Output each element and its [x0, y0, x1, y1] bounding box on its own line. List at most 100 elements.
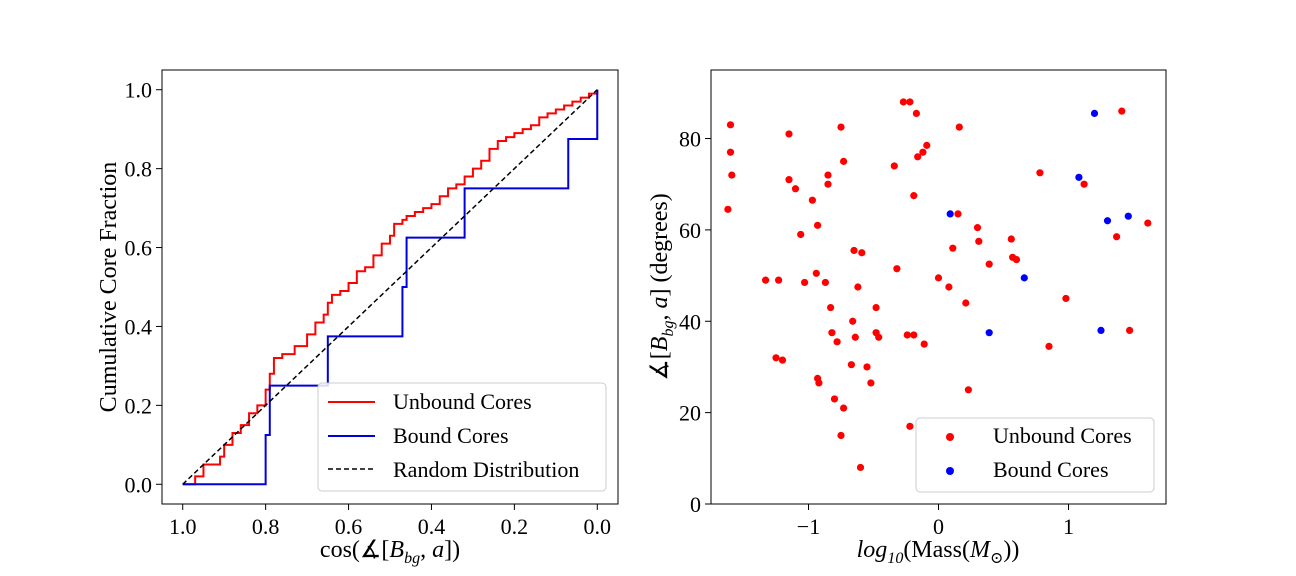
point-unbound-cores: [801, 278, 809, 287]
point-unbound-cores: [973, 224, 982, 232]
point-unbound-cores: [1144, 219, 1152, 227]
point-unbound-cores: [856, 463, 865, 472]
point-unbound-cores: [945, 283, 953, 291]
point-unbound-cores: [772, 354, 780, 362]
left-y-ticks: 0.0 0.2 0.4 0.6 0.8 1.0: [125, 78, 162, 497]
right-y-axis-label: ∡[Bbg, a] (degrees): [647, 193, 677, 380]
left-y-axis-label: Cumulative Core Fraction: [96, 162, 122, 413]
point-unbound-cores: [837, 123, 845, 131]
right-x-tick-label: −1: [797, 514, 820, 539]
point-unbound-cores: [1062, 294, 1070, 303]
right-y-tick-label: 80: [679, 127, 701, 152]
left-x-axis-label: cos(∡[Bbg, a]): [320, 537, 460, 567]
left-legend: Unbound Cores Bound Cores Random Distrib…: [317, 382, 607, 492]
legend-bound-label: Bound Cores: [393, 423, 509, 448]
point-unbound-cores: [912, 109, 921, 117]
point-unbound-cores: [815, 379, 823, 387]
left-y-tick-label: 1.0: [125, 78, 153, 103]
point-unbound-cores: [903, 331, 911, 339]
point-unbound-cores: [821, 278, 830, 287]
point-unbound-cores: [837, 431, 845, 440]
point-unbound-cores: [975, 237, 983, 245]
point-unbound-cores: [724, 205, 732, 213]
point-unbound-cores: [920, 340, 928, 348]
right-x-tick-label: 0: [933, 514, 944, 539]
legend-bound-marker: [946, 467, 954, 475]
point-unbound-cores: [1012, 255, 1021, 264]
point-unbound-cores: [949, 244, 957, 252]
point-bound-cores: [1103, 217, 1112, 225]
right-x-tick-label: 1: [1063, 514, 1074, 539]
right-y-ticks: 0 20 40 60 80: [679, 127, 711, 517]
point-bound-cores: [985, 329, 993, 337]
legend-unbound-label-right: Unbound Cores: [993, 423, 1132, 448]
point-unbound-cores: [910, 331, 918, 339]
point-unbound-cores: [1045, 342, 1053, 350]
point-unbound-cores: [1080, 180, 1088, 188]
left-axes-frame: [161, 69, 619, 505]
left-x-tick-label: 0.2: [501, 514, 529, 539]
left-y-tick-label: 0.0: [125, 472, 153, 497]
point-unbound-cores: [906, 422, 914, 430]
point-unbound-cores: [824, 180, 832, 188]
point-unbound-cores: [985, 260, 993, 268]
point-unbound-cores: [1113, 233, 1121, 241]
series-line-random-distribution: [182, 89, 598, 485]
point-bound-cores: [1090, 109, 1099, 117]
point-unbound-cores: [797, 230, 805, 239]
left-y-tick-label: 0.4: [125, 314, 153, 339]
point-unbound-cores: [863, 363, 871, 371]
right-x-ticks: −1 0 1: [797, 504, 1074, 539]
point-unbound-cores: [872, 303, 880, 312]
point-unbound-cores: [851, 333, 859, 341]
point-unbound-cores: [962, 299, 970, 307]
point-bound-cores: [946, 210, 954, 218]
right-legend: Unbound Cores Bound Cores: [915, 417, 1155, 493]
point-unbound-cores: [914, 153, 922, 161]
point-unbound-cores: [899, 98, 908, 106]
right-scatter-points: [724, 98, 1152, 472]
point-unbound-cores: [906, 98, 914, 106]
point-bound-cores: [1075, 173, 1083, 181]
point-unbound-cores: [785, 130, 793, 138]
left-series-lines: [182, 89, 599, 486]
point-unbound-cores: [726, 148, 735, 156]
point-unbound-cores: [847, 361, 856, 369]
point-unbound-cores: [934, 274, 943, 282]
legend-bound-label-right: Bound Cores: [993, 457, 1109, 482]
point-unbound-cores: [858, 249, 866, 257]
point-unbound-cores: [849, 317, 857, 325]
legend-unbound-label: Unbound Cores: [393, 389, 532, 414]
point-bound-cores: [1020, 274, 1028, 282]
left-legend-frame: [317, 382, 607, 492]
point-unbound-cores: [910, 192, 918, 200]
point-unbound-cores: [808, 196, 817, 204]
point-unbound-cores: [840, 404, 848, 412]
point-unbound-cores: [875, 333, 883, 341]
point-unbound-cores: [775, 276, 783, 284]
point-unbound-cores: [830, 395, 839, 403]
left-y-tick-label: 0.2: [125, 393, 153, 418]
left-x-ticks: 1.0 0.8 0.6 0.4 0.2 0.0: [169, 504, 611, 539]
point-unbound-cores: [890, 162, 898, 170]
point-bound-cores: [1124, 212, 1132, 220]
point-unbound-cores: [867, 379, 875, 387]
point-unbound-cores: [778, 356, 787, 364]
left-y-tick-label: 0.6: [125, 236, 153, 261]
point-unbound-cores: [785, 176, 793, 184]
point-unbound-cores: [1036, 169, 1044, 177]
left-x-tick-label: 0.8: [252, 514, 280, 539]
point-bound-cores: [1097, 326, 1105, 334]
left-y-tick-label: 0.8: [125, 157, 153, 182]
point-unbound-cores: [954, 210, 962, 218]
point-unbound-cores: [824, 171, 832, 179]
right-y-tick-label: 20: [679, 401, 701, 426]
left-x-tick-label: 0.0: [584, 514, 612, 539]
right-y-tick-label: 40: [679, 309, 701, 334]
point-unbound-cores: [812, 269, 820, 277]
point-unbound-cores: [955, 123, 963, 131]
point-unbound-cores: [726, 121, 735, 129]
left-x-tick-label: 1.0: [169, 514, 197, 539]
point-unbound-cores: [923, 141, 931, 149]
